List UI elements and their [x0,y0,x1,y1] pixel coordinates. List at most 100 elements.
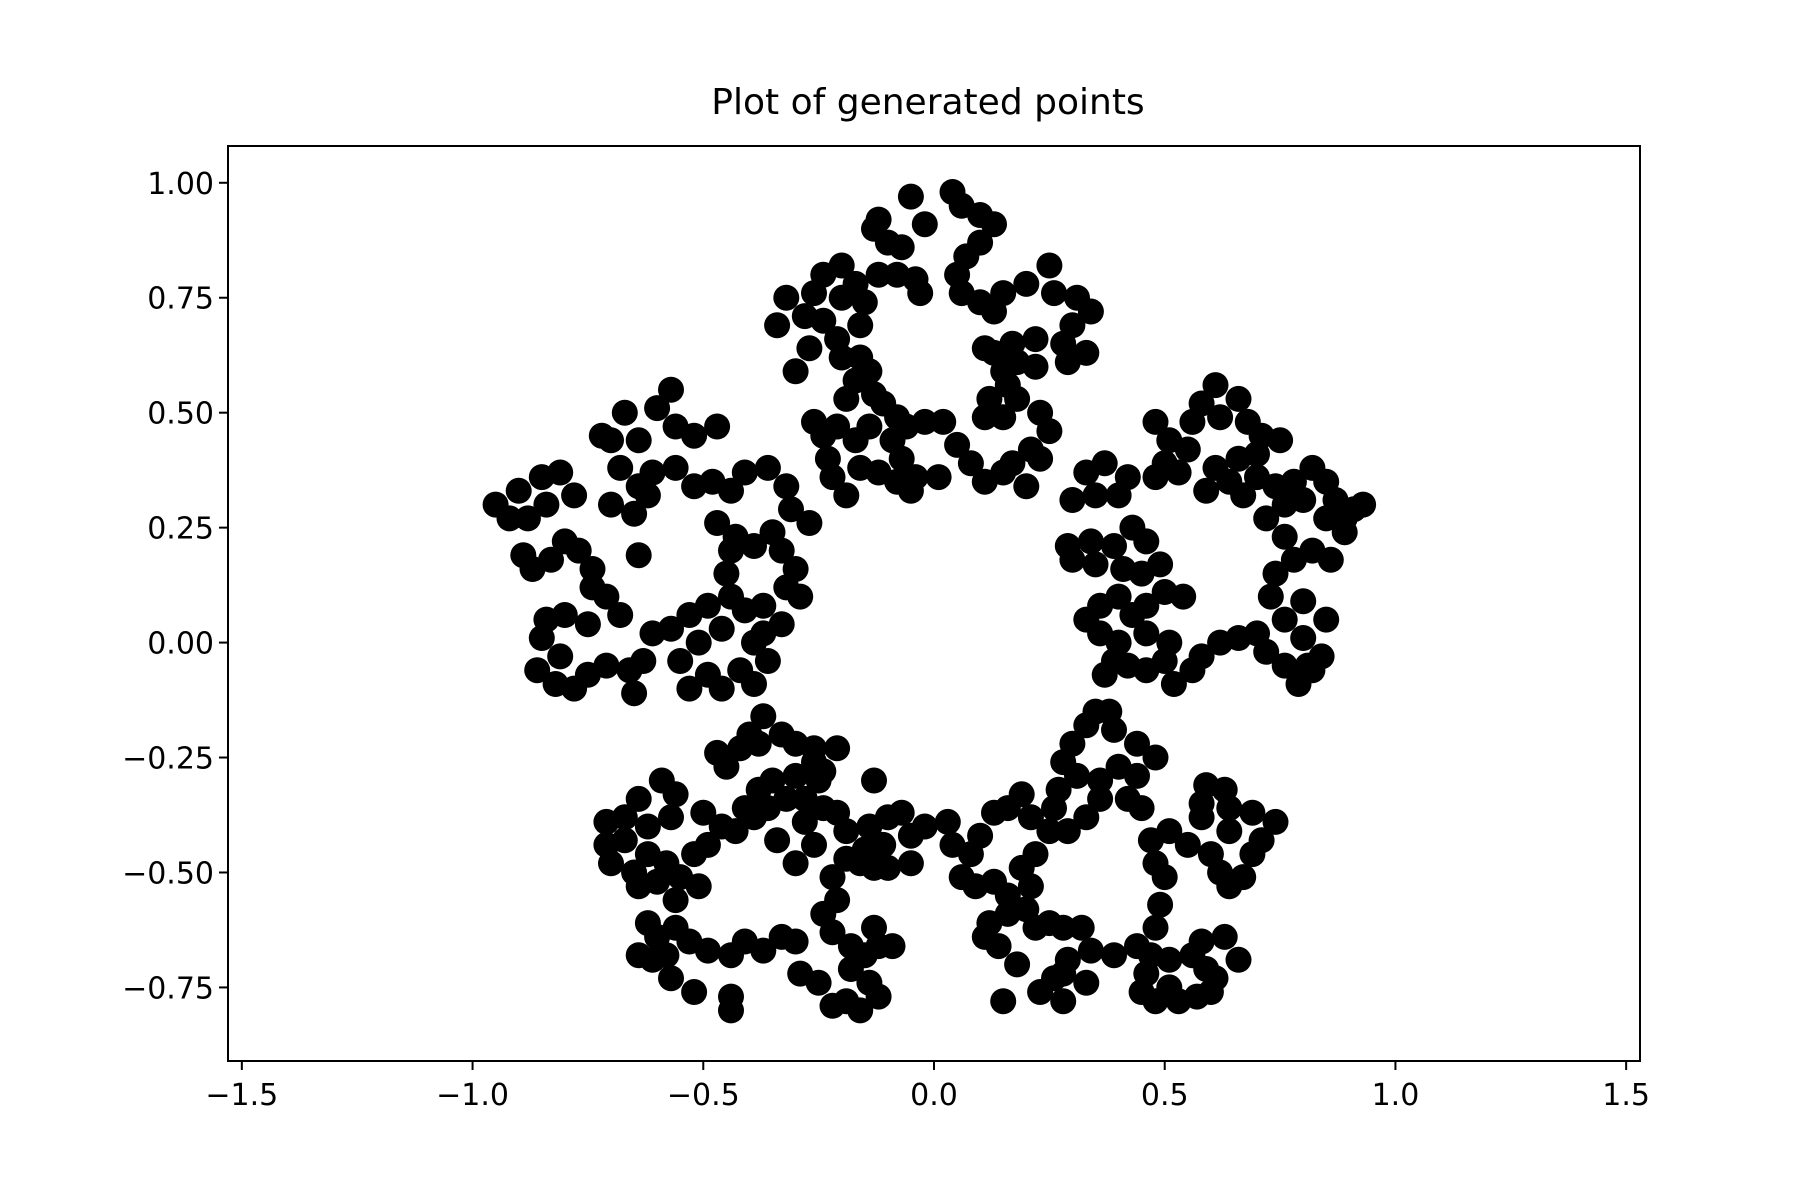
data-point-0-217 [667,648,694,674]
data-point-0-196 [593,583,620,610]
data-point-0-315 [824,887,851,914]
data-point-0-8 [981,211,1007,238]
data-point-0-172 [1350,491,1377,518]
data-point-0-31 [796,335,823,362]
data-point-0-263 [621,500,648,527]
data-point-0-264 [634,482,661,509]
data-point-0-378 [1073,969,1100,996]
data-point-0-339 [782,762,809,789]
data-point-0-358 [810,758,837,785]
data-point-0-289 [625,942,652,969]
data-point-0-418 [1188,804,1215,831]
data-point-0-435 [1073,804,1100,831]
x-tick-label: −1.5 [205,1078,278,1113]
data-point-0-423 [1105,753,1132,780]
data-point-0-33 [847,312,874,339]
data-point-0-110 [1193,477,1220,504]
data-point-0-254 [625,427,652,454]
data-point-0-194 [579,556,606,582]
data-point-0-56 [1073,339,1100,366]
data-point-0-178 [1156,629,1183,656]
data-point-0-325 [897,850,924,877]
data-point-0-216 [685,629,712,656]
data-point-0-69 [944,431,971,458]
data-point-0-116 [1142,464,1169,491]
x-tick-label: −1.0 [436,1078,509,1113]
data-point-0-23 [851,289,878,316]
data-point-0-242 [754,454,781,481]
data-point-0-297 [750,937,777,964]
data-point-0-334 [764,827,791,854]
data-point-0-444 [948,864,975,891]
data-point-0-209 [621,680,648,707]
data-point-0-93 [1202,372,1229,399]
data-point-0-351 [704,739,731,766]
data-point-0-162 [1317,546,1344,573]
data-point-0-332 [801,831,827,858]
data-point-0-240 [778,496,804,523]
data-point-0-338 [759,767,786,794]
y-tick-label: −0.75 [122,971,214,1006]
data-point-0-363 [934,808,961,835]
data-point-0-450 [1008,781,1035,808]
data-point-0-42 [990,280,1017,307]
data-point-0-129 [1082,551,1109,578]
data-point-0-301 [805,969,832,996]
data-point-0-198 [574,611,601,638]
data-point-0-344 [754,795,781,822]
y-tick-label: 1.00 [147,167,214,202]
data-point-0-323 [888,799,915,826]
data-point-0-431 [1101,716,1127,743]
data-point-0-179 [1133,620,1160,647]
data-point-0-290 [658,965,684,992]
data-point-0-100 [1267,427,1294,454]
data-point-0-202 [547,643,574,670]
data-point-0-412 [1262,808,1289,835]
data-point-0-170 [1313,505,1340,532]
data-point-0-255 [644,395,671,422]
data-point-0-293 [718,997,744,1024]
data-point-0-306 [856,969,883,996]
data-point-0-266 [611,804,638,831]
data-point-0-15 [888,234,915,261]
data-point-0-226 [768,611,795,638]
data-point-0-451 [1017,804,1044,831]
data-point-0-182 [505,477,532,504]
data-point-0-357 [801,735,827,762]
data-point-0-261 [588,422,615,449]
data-point-0-157 [1271,606,1298,633]
y-tick-label: 0.75 [147,282,214,317]
data-point-0-331 [791,808,818,835]
data-point-0-121 [1082,482,1109,509]
data-point-0-424 [1087,767,1114,794]
data-point-0-256 [658,376,684,403]
data-point-0-346 [708,813,735,840]
data-point-0-109 [1230,482,1257,509]
data-point-0-89 [884,404,911,431]
data-point-0-405 [1174,831,1201,858]
x-axis: −1.5 −1.0 −0.5 0.0 0.5 1.0 1.5 [205,1061,1650,1113]
data-point-0-120 [1059,487,1086,513]
data-point-0-251 [607,454,634,481]
data-point-0-145 [1160,671,1187,697]
data-point-0-159 [1262,560,1289,587]
data-point-0-171 [1331,505,1358,532]
data-point-0-223 [754,648,781,674]
data-point-0-379 [1050,988,1077,1015]
data-point-0-215 [708,615,735,642]
data-point-0-434 [1087,785,1114,812]
data-point-0-349 [690,799,717,826]
data-point-0-400 [1147,891,1174,918]
data-point-0-91 [1013,473,1040,500]
data-point-0-453 [1045,776,1072,803]
points-layer [482,179,1377,1024]
data-point-0-26 [773,284,800,311]
data-point-0-128 [1059,546,1086,573]
data-point-0-271 [634,813,661,840]
data-point-0-282 [625,873,652,900]
data-point-0-241 [773,473,800,500]
data-point-0-214 [694,592,721,619]
data-point-0-152 [1271,652,1298,679]
data-point-0-43 [1041,280,1067,307]
data-point-0-299 [782,928,809,955]
